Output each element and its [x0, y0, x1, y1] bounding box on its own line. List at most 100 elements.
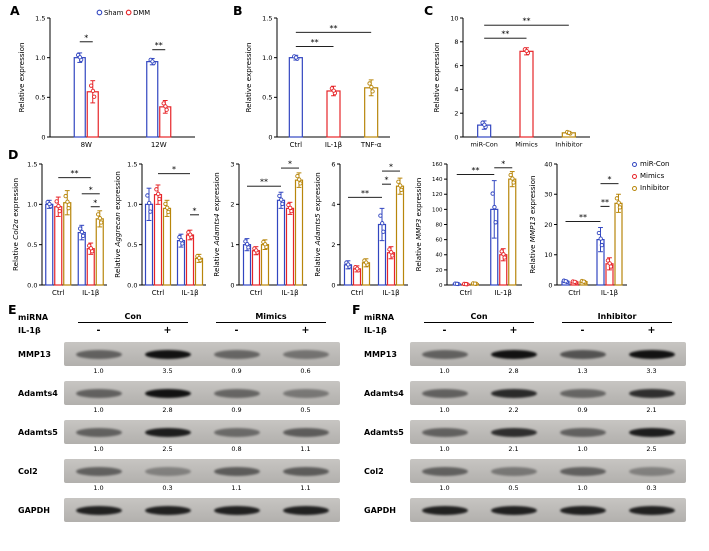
mirna-row: miRNA Con Mimics [18, 311, 340, 324]
y-tick-label: 3 [230, 160, 234, 168]
lane-sign: - [580, 325, 585, 336]
bar [153, 194, 163, 286]
band-value: 1.0 [439, 406, 450, 414]
band-value: 1.0 [577, 445, 588, 453]
chart-sham-dmm: 0 0.5 1.0 1.5 Relative expression 8W 12W * ** Sha… [16, 6, 198, 156]
data-point [396, 179, 401, 184]
data-point [96, 212, 101, 217]
protein-band [421, 388, 468, 398]
x-tick-label: IL-1β [495, 289, 512, 297]
data-point [88, 246, 94, 251]
data-point [254, 248, 259, 253]
protein-label: GAPDH [364, 505, 396, 515]
data-point [148, 209, 153, 214]
data-point [298, 181, 303, 186]
blot-row: Col2 [18, 459, 340, 483]
y-tick-label: 140 [432, 177, 443, 183]
y-tick-label: 2 [454, 109, 458, 117]
sig-label: ** [260, 178, 268, 187]
data-point [180, 241, 185, 246]
bar [95, 218, 104, 286]
data-point [56, 203, 61, 209]
blot-image [410, 342, 686, 366]
x-tick-label: Ctrl [152, 289, 165, 297]
y-tick-label: 2 [331, 241, 335, 249]
y-axis-label: Relative Aggrecan expression [113, 171, 122, 278]
y-tick-label: 30 [544, 191, 552, 199]
band-value: 1.0 [93, 484, 104, 492]
legend-label: Inhibitor [640, 184, 670, 192]
data-point [454, 281, 460, 286]
blot-image [410, 420, 686, 444]
data-point [89, 83, 94, 88]
western-blot-f: miRNA Con Inhibitor IL-1β - + - + MMP13 1.0 2.8 1.3… [364, 311, 686, 522]
data-point [463, 281, 469, 287]
data-point [492, 204, 497, 210]
protein-band [144, 505, 191, 515]
x-tick-label: IL-1β [181, 289, 198, 297]
data-point [57, 208, 62, 214]
values-row: 1.0 0.5 1.0 0.3 [364, 483, 686, 493]
sig-label: ** [579, 213, 587, 222]
y-tick-label: 120 [432, 192, 443, 198]
blot-image [64, 459, 340, 483]
protein-label: Col2 [364, 466, 384, 476]
sig-label: * [288, 160, 292, 169]
protein-band [144, 349, 191, 359]
y-tick-label: 60 [436, 238, 443, 244]
y-tick-label: 0.5 [127, 241, 137, 249]
data-point [145, 193, 150, 198]
protein-label: Col2 [18, 466, 38, 476]
blot-row: MMP13 [18, 342, 340, 366]
il1b-label: IL-1β [364, 326, 387, 335]
legend-label: Mimics [640, 172, 665, 180]
sig-label: ** [501, 30, 509, 39]
y-tick-label: 100 [432, 207, 443, 213]
protein-band [282, 388, 329, 398]
bar [294, 179, 304, 286]
group-label: Con [78, 312, 188, 323]
sig-label: ** [155, 41, 163, 50]
data-point [280, 201, 285, 207]
mirna-row: miRNA Con Inhibitor [364, 311, 686, 324]
legend-marker-icon [632, 173, 637, 179]
legend-marker [125, 9, 132, 16]
lane-sign: + [163, 325, 172, 336]
protein-band [559, 466, 606, 476]
bar [326, 90, 341, 138]
data-point [77, 55, 83, 60]
bar [276, 199, 286, 286]
data-point [607, 261, 612, 266]
data-point [599, 242, 605, 248]
protein-band [282, 427, 329, 437]
chart-B-svg: 0 0.5 1.0 1.5 Relative expression Ctrl IL-1β TN… [244, 14, 390, 149]
protein-label: Adamts5 [364, 427, 404, 437]
mirna-groups: Con Mimics [64, 312, 340, 323]
lane-values: 1.0 3.5 0.9 0.6 [64, 367, 340, 375]
band-value: 2.1 [646, 406, 657, 414]
band-value: 0.8 [231, 445, 242, 453]
values-row: 1.0 2.5 0.8 1.1 [18, 444, 340, 454]
legend-label: miR-Con [640, 160, 670, 168]
data-point [490, 191, 495, 196]
legend-item: Mimics [632, 172, 698, 180]
data-point [65, 199, 70, 204]
y-tick-label: 8 [454, 38, 458, 46]
data-point [164, 107, 169, 112]
data-point [277, 193, 282, 199]
y-tick-label: 0 [454, 133, 458, 141]
panel-label-c: C [424, 3, 434, 18]
y-tick-label: 1.5 [35, 14, 45, 22]
protein-band [559, 349, 606, 359]
blot-row: Adamts5 [364, 420, 686, 444]
protein-band [282, 466, 329, 476]
sig-label: * [385, 176, 389, 185]
chart-adamts4: 0 1 2 3 Relative Adamts4 expression Ctrl IL-1β… [211, 152, 310, 304]
data-point [92, 94, 97, 99]
x-tick-label: Ctrl [290, 141, 303, 149]
x-tick-label: Ctrl [52, 289, 65, 297]
bar [185, 234, 195, 286]
band-value: 0.5 [300, 406, 311, 414]
legend-label: Sham [104, 9, 124, 17]
western-blot-e: miRNA Con Mimics IL-1β - + - + MMP13 1.0 3.5 0.9 0.6… [18, 311, 340, 522]
